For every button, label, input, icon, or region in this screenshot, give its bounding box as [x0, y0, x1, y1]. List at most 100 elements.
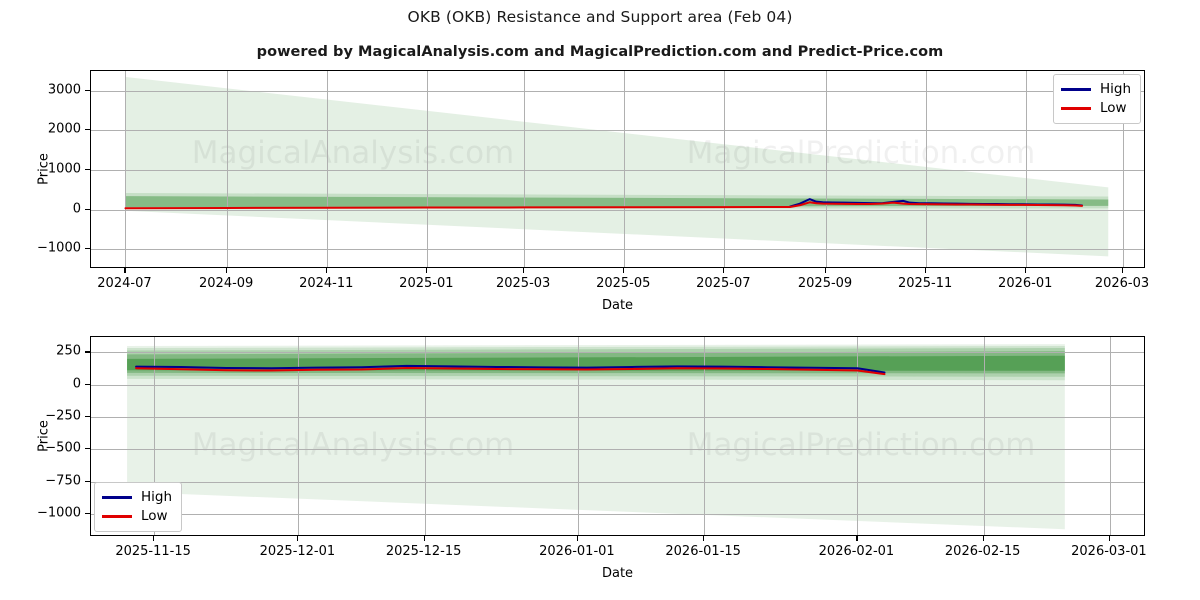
gridline-horizontal [91, 209, 1144, 211]
x-tick [623, 268, 625, 273]
gridline-horizontal [91, 249, 1144, 251]
gridline-vertical [983, 337, 985, 535]
gridline-vertical [857, 337, 859, 535]
series-line-low [135, 366, 886, 376]
x-tick [825, 268, 827, 273]
gridline-vertical [724, 71, 726, 267]
y-tick-label: −1000 [37, 240, 81, 256]
gridline-vertical [424, 337, 426, 535]
legend-label-low: Low [141, 507, 168, 524]
top-legend: High Low [1052, 74, 1141, 124]
x-tick-label: 2025-11 [897, 276, 953, 291]
page-title: OKB (OKB) Resistance and Support area (F… [407, 8, 793, 26]
gridline-vertical [227, 71, 229, 267]
bottom-chart-panel: MagicalAnalysis.com MagicalPrediction.com… [36, 336, 1147, 581]
y-tick [85, 383, 90, 385]
top-plot-frame: MagicalAnalysis.com MagicalPrediction.com [90, 70, 1145, 268]
y-tick [85, 512, 90, 514]
x-tick-label: 2026-02-01 [818, 544, 895, 559]
x-tick-label: 2025-05 [596, 276, 651, 291]
gridline-horizontal [91, 513, 1144, 515]
gridline-vertical [154, 337, 156, 535]
x-tick-label: 2025-03 [495, 276, 551, 291]
y-tick [85, 169, 90, 171]
y-tick-label: 0 [72, 201, 81, 217]
x-tick [426, 268, 428, 273]
gridline-horizontal [91, 417, 1144, 418]
x-tick [124, 268, 126, 273]
x-tick [1025, 268, 1027, 273]
bottom-plot-frame: MagicalAnalysis.com MagicalPrediction.com [90, 336, 1145, 536]
x-tick [297, 536, 299, 541]
x-tick-label: 2024-11 [299, 276, 354, 291]
x-tick-label: 2025-01 [399, 276, 454, 291]
x-tick [1122, 268, 1124, 273]
gridline-vertical [1123, 71, 1125, 267]
y-tick [85, 89, 90, 91]
x-tick [576, 536, 579, 541]
gridline-vertical [624, 71, 626, 267]
x-tick [982, 536, 984, 541]
top-chart-panel: MagicalAnalysis.com MagicalPrediction.com… [36, 70, 1149, 313]
x-tick-label: 2024-09 [199, 276, 254, 291]
y-tick [85, 351, 90, 353]
band-outer-cone [125, 76, 1109, 257]
top-plot-area: MagicalAnalysis.com MagicalPrediction.com [91, 71, 1144, 267]
x-tick [1108, 536, 1111, 541]
y-tick-label: 2000 [47, 121, 81, 137]
x-tick-label: 2025-12-01 [259, 544, 336, 559]
gridline-vertical [125, 71, 127, 267]
gridline-vertical [704, 337, 706, 535]
series-line-high [135, 364, 886, 374]
y-tick [85, 208, 90, 210]
gridline-vertical [1109, 337, 1111, 535]
gridline-vertical [524, 71, 526, 267]
gridline-horizontal [91, 384, 1144, 386]
x-tick-label: 2026-03 [1094, 276, 1150, 291]
gridline-vertical [826, 71, 828, 267]
x-tick-label: 2025-11-15 [115, 544, 191, 559]
gridline-horizontal [91, 130, 1144, 132]
x-tick-label: 2025-12-15 [385, 544, 462, 559]
legend-item-high: High [1060, 80, 1131, 99]
x-tick-label: 2026-01 [998, 276, 1053, 291]
gridline-horizontal [91, 352, 1144, 354]
bottom-legend: High Low [94, 482, 183, 532]
y-tick-label: −750 [45, 473, 81, 489]
legend-line-low [102, 515, 132, 518]
legend-label-high: High [1099, 80, 1131, 97]
price-series [124, 198, 1084, 210]
gridline-vertical [327, 71, 329, 267]
series-line-low [124, 201, 1084, 210]
price-series [135, 364, 886, 376]
y-tick [85, 248, 90, 250]
bottom-plot-area: MagicalAnalysis.com MagicalPrediction.com [91, 337, 1144, 535]
x-tick [856, 536, 858, 541]
y-tick-label: 3000 [47, 82, 81, 98]
y-tick-label: 1000 [47, 161, 81, 177]
y-tick [85, 480, 90, 482]
x-tick-label: 2024-07 [97, 276, 152, 291]
gridline-horizontal [91, 481, 1144, 483]
y-tick-label: 250 [56, 343, 81, 359]
legend-item-high: High [102, 488, 172, 507]
gridline-horizontal [91, 170, 1144, 171]
x-tick [703, 536, 705, 541]
x-tick [226, 268, 228, 273]
x-tick-label: 2025-07 [696, 276, 751, 291]
x-tick [925, 268, 927, 273]
legend-line-high [102, 496, 132, 499]
gridline-horizontal [91, 90, 1144, 92]
x-tick-label: 2026-01-01 [539, 544, 615, 559]
y-tick-label: −500 [45, 440, 81, 456]
y-tick [85, 416, 90, 418]
x-tick-label: 2026-02-15 [944, 544, 1021, 559]
legend-label-low: Low [1099, 99, 1127, 116]
legend-line-low [1060, 107, 1091, 110]
top-x-axis-label: Date [601, 298, 634, 313]
band-outer-cone [127, 344, 1065, 530]
y-tick-label: −1000 [37, 505, 81, 521]
x-tick-label: 2026-01-15 [665, 544, 741, 559]
legend-line-high [1060, 88, 1091, 91]
